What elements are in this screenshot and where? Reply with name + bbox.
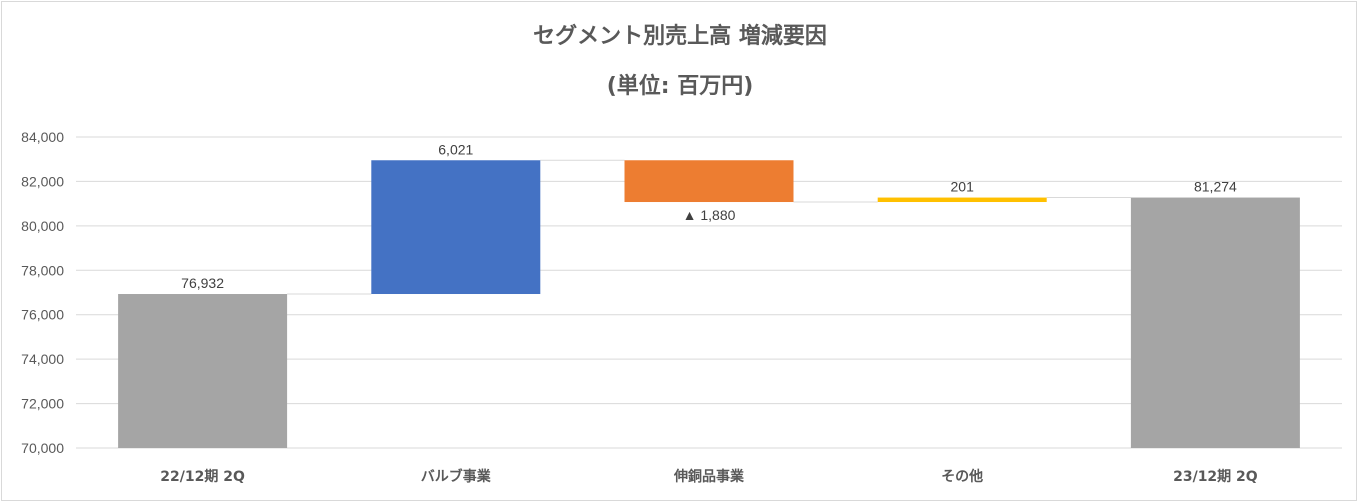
bars xyxy=(118,160,1300,448)
y-tick-label: 82,000 xyxy=(21,173,64,189)
data-label: 201 xyxy=(951,179,975,195)
chart-subtitle: (単位: 百万円) xyxy=(606,74,754,99)
y-tick-label: 78,000 xyxy=(21,262,64,278)
data-label: 81,274 xyxy=(1194,179,1237,195)
connector-lines xyxy=(287,159,1131,295)
y-tick-label: 70,000 xyxy=(21,440,64,456)
y-tick-label: 80,000 xyxy=(21,218,64,234)
data-label: 76,932 xyxy=(181,275,224,291)
data-label: ▲ 1,880 xyxy=(683,207,736,223)
chart-title: セグメント別売上高 増減要因 xyxy=(533,24,827,49)
x-category-label: 23/12期 2Q xyxy=(1173,469,1258,485)
x-category-label: 22/12期 2Q xyxy=(160,469,245,485)
data-labels: 76,932 6,021 ▲ 1,880 201 81,274 xyxy=(181,141,1237,291)
y-tick-label: 76,000 xyxy=(21,307,64,323)
x-category-label: バルブ事業 xyxy=(421,468,492,485)
y-tick-label: 74,000 xyxy=(21,351,64,367)
y-tick-label: 72,000 xyxy=(21,396,64,412)
x-category-label: 伸銅品事業 xyxy=(673,468,745,485)
bar xyxy=(1130,197,1300,448)
x-category-label: その他 xyxy=(941,468,983,485)
bar xyxy=(371,160,541,295)
y-axis: 70,000 72,000 74,000 76,000 78,000 80,000 82,0… xyxy=(21,129,64,456)
y-tick-label: 84,000 xyxy=(21,129,64,145)
bar xyxy=(624,160,794,203)
data-label: 6,021 xyxy=(438,141,473,157)
bar xyxy=(118,294,288,448)
x-axis: 22/12期 2Q バルブ事業 伸銅品事業 その他 23/12期 2Q xyxy=(160,468,1257,485)
bar xyxy=(877,197,1047,203)
